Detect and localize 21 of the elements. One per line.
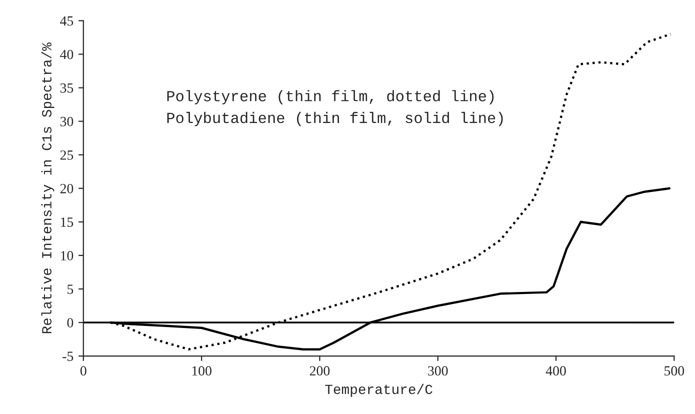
- x-tick-label: 500: [664, 366, 684, 376]
- x-tick-label: 200: [310, 366, 330, 376]
- x-tick-label: 400: [546, 366, 566, 376]
- annotation: Polystyrene (thin film, dotted line): [167, 90, 494, 104]
- x-tick-label: 0: [80, 366, 86, 376]
- y-tick-label: 25: [60, 150, 74, 160]
- y-tick-label: -5: [62, 352, 74, 361]
- y-tick-label: 15: [61, 218, 74, 227]
- y-tick-label: 10: [61, 251, 74, 260]
- y-tick-label: 0: [67, 318, 74, 328]
- annotation: Polybutadiene (thin film, solid line): [167, 112, 503, 126]
- y-tick-label: 20: [60, 184, 74, 194]
- x-tick-label: 100: [192, 366, 212, 376]
- y-tick-label: 35: [60, 83, 74, 93]
- x-tick-label: 300: [428, 366, 448, 376]
- x-axis-title: Temperature/C: [325, 384, 432, 397]
- y-tick-label: 40: [60, 50, 74, 60]
- y-tick-label: 30: [60, 116, 74, 126]
- y-axis-title: Relative Intensity in C1s Spectra/%: [41, 42, 54, 334]
- y-tick-label: 45: [60, 16, 74, 26]
- y-tick-label: 5: [68, 284, 74, 294]
